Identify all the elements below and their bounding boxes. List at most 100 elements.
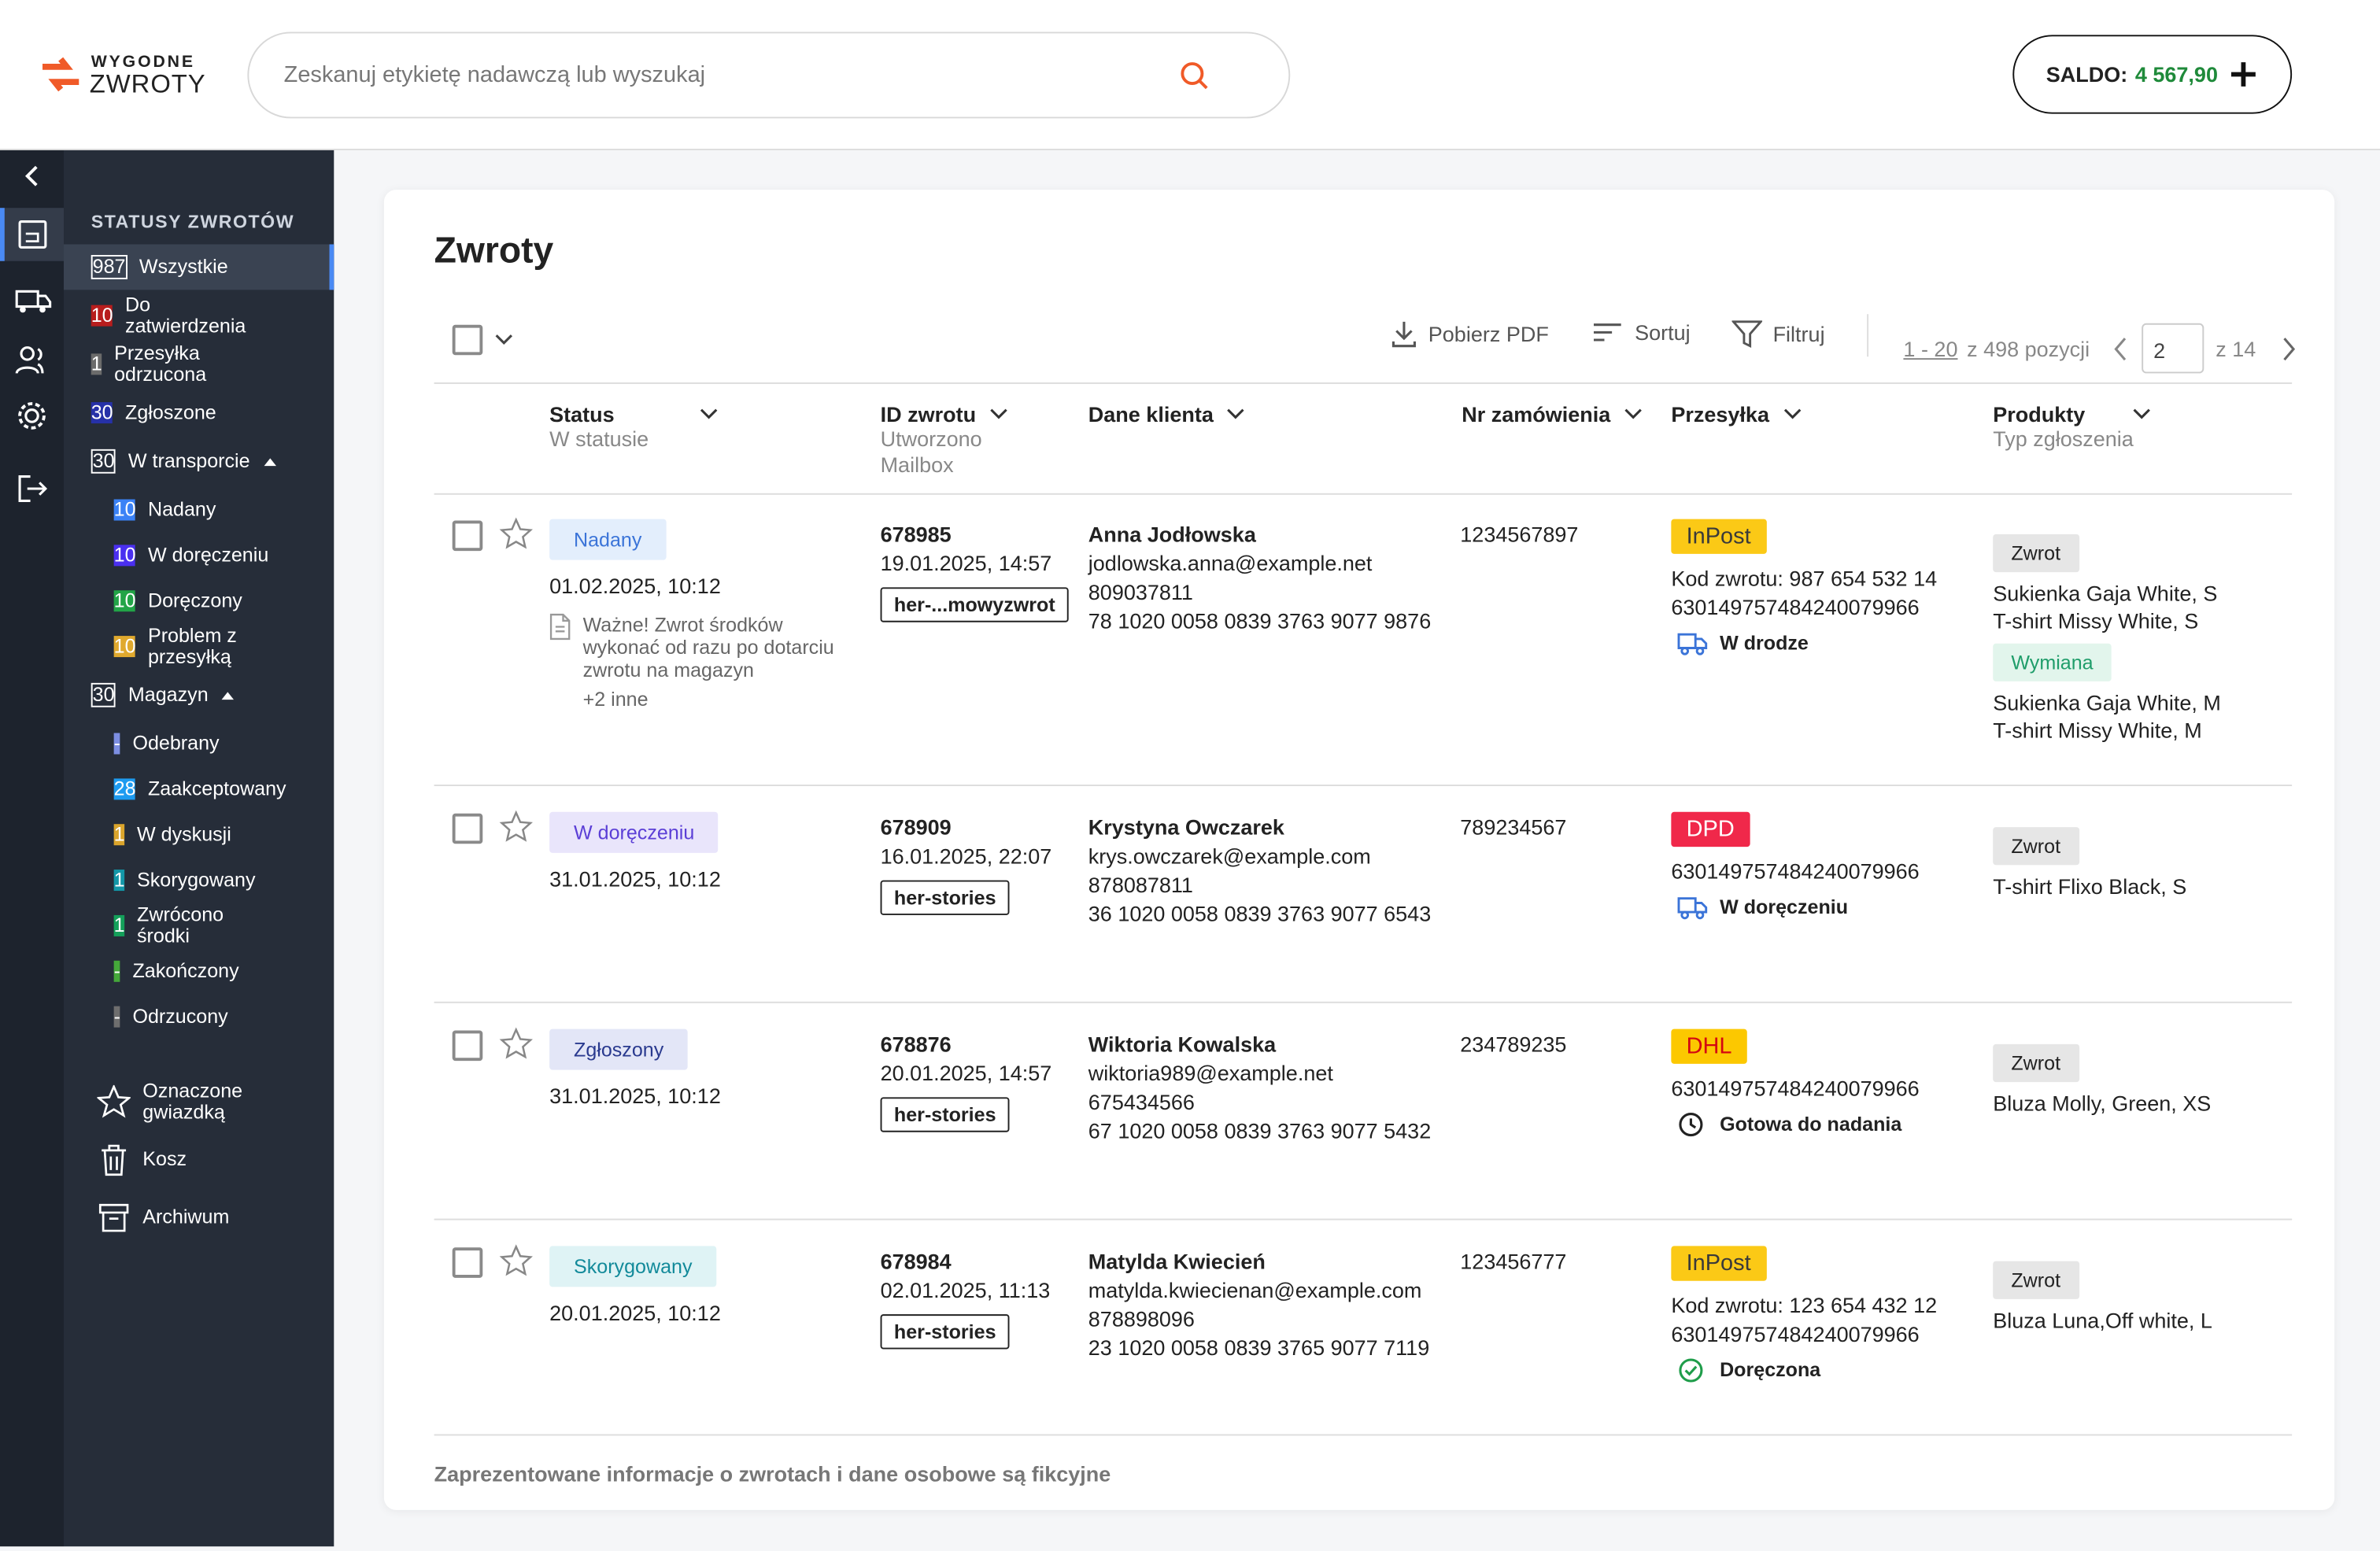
select-menu-chevron[interactable] [493,332,515,347]
mailbox: her-stories [880,1314,1010,1350]
menu-item[interactable]: 30 W transporcie [64,438,334,484]
status-menu: STATUSY ZWROTÓW 987 Wszystkie 10 Do zatwier… [63,150,334,1547]
products-cell: Zwrot Bluza Luna,Off white, L [1993,1261,2212,1335]
column-header[interactable]: Dane klienta [1088,402,1247,427]
search-icon [1181,62,1208,90]
note-more: +2 inne [582,687,649,711]
sort-chevron-svg [2132,408,2150,419]
menu-item[interactable]: 987 Wszystkie [63,244,334,290]
pdf-button[interactable]: Pobierz PDF [1391,320,1549,348]
sort-chevron [1781,407,1802,422]
filter-button[interactable]: Filtruj [1731,319,1825,349]
row-checkbox[interactable] [452,1247,483,1278]
menu-subitem[interactable]: 28 Zaakceptowany [64,766,334,812]
product-item: Bluza Luna,Off white, L [1993,1308,2212,1333]
status-cell: Nadany 01.02.2025, 10:12 Ważne! Zwrot środ… [549,519,837,711]
menu-subitem[interactable]: 1 Skorygowany [64,858,334,903]
column-title: ID zwrotu [881,402,1010,427]
menu-extra: Oznaczone gwiazdką Kosz Archiwum [64,1073,334,1246]
menu-items: 987 Wszystkie 10 Do zatwierdzenia 1 Przesyłka… [63,244,334,1040]
product-type-chip: Zwrot [1993,827,2079,866]
column-title-text: Produkty [1993,402,2086,427]
sort-button[interactable]: Sortuj [1592,320,1691,345]
menu-subitem[interactable]: 1 W dyskusji [64,812,334,858]
menu-link[interactable]: Oznaczone gwiazdką [64,1073,334,1130]
row-checkbox[interactable] [452,520,483,552]
product-type-chip: Zwrot [1993,1261,2079,1299]
row-checkbox[interactable] [452,813,483,844]
status-cell: W doręczeniu 31.01.2025, 10:12 [549,811,837,894]
column-header[interactable]: Nr zamówienia [1462,402,1643,427]
menu-link[interactable]: Kosz [64,1131,334,1188]
return-id: 678909 [880,814,952,840]
count-badge: 28 [113,777,136,800]
next-page[interactable] [2277,334,2301,362]
menu-link[interactable]: Archiwum [64,1188,334,1246]
delivery-icon [1677,1110,1708,1138]
return-code: Kod zwrotu: 123 654 432 12 [1671,1293,1938,1317]
prev-page[interactable] [2108,334,2132,362]
count-badge: 10 [113,543,136,567]
tracking-number: 630149757484240079966 [1671,1321,1920,1346]
menu-subitem[interactable]: - Odebrany [64,721,334,766]
menu-item[interactable]: 30 Magazyn [64,672,334,718]
carrier-chip: DPD [1671,811,1750,848]
status-chip: Zgłoszony [549,1028,689,1070]
product-list: Bluza Luna,Off white, L [1993,1306,2212,1334]
menu-subitem[interactable]: 10 Doręczony [64,578,334,624]
balance-label: SALDO: [2046,62,2128,87]
client-line: 878898096 [1088,1306,1195,1331]
menu-subitem[interactable]: - Zakończony [64,948,334,994]
client-line: 23 1020 0058 0839 3765 9077 7119 [1088,1335,1430,1360]
menu-label: Magazyn [128,682,209,706]
menu-link-icon-svg [97,1084,131,1118]
menu-subitem[interactable]: 1 Zwrócono środki [64,903,334,948]
column-title-text: Dane klienta [1088,402,1214,427]
delivery-text: Doręczona [1720,1358,1821,1381]
menu-label: Odebrany [132,731,220,755]
menu-item[interactable]: 30 Zgłoszone [64,390,334,436]
delivery-text: Gotowa do nadania [1720,1112,1902,1136]
page-input[interactable]: 2 [2141,323,2204,374]
menu-subitem[interactable]: 10 Nadany [64,487,334,533]
column-header[interactable]: Produkty Typ zgłoszenia [1993,402,2152,452]
delivery-status: W doręczeniu [1671,892,1919,921]
balance-button[interactable]: SALDO: 4 567,90 [2012,35,2293,114]
logo-top: WYGODNE [91,53,195,72]
page-title: Zwroty [434,231,554,272]
select-all-checkbox[interactable] [452,324,483,356]
column-header[interactable]: ID zwrotu Utworzono Mailbox [881,402,1010,478]
menu-subitem[interactable]: 10 Problem z przesyłką [64,624,334,670]
count-badge: - [113,958,121,982]
count-badge: 1 [113,868,125,892]
column-title: Status [549,402,719,427]
sort-label: Sortuj [1635,319,1691,345]
menu-subitem[interactable]: 10 W doręczeniu [64,533,334,578]
column-title: Dane klienta [1088,402,1247,427]
menu-item[interactable]: 10 Do zatwierdzenia [64,293,334,338]
column-header[interactable]: Status W statusie [549,402,719,452]
menu-subitem[interactable]: - Odrzucony [64,994,334,1040]
shipment-info: 630149757484240079966 [1671,1074,1919,1103]
menu-label: Zakończony [132,958,239,982]
column-title: Przesyłka [1671,402,1802,427]
sort-chevron [698,407,719,422]
search-box[interactable]: Zeskanuj etykietę nadawczą lub wyszukaj [247,31,1291,119]
page-range[interactable]: 1 - 20 [1903,336,1958,361]
status-chip: W doręczeniu [549,811,719,853]
column-title-text: Przesyłka [1671,402,1769,427]
column-header[interactable]: Przesyłka [1671,402,1802,427]
divider [434,382,2293,384]
note-text: Ważne! Zwrot środków wykonać od razu po … [582,613,834,681]
icon-rail [0,150,64,1547]
menu-item[interactable]: 1 Przesyłka odrzucona [64,342,334,387]
sort-chevron-svg [1228,408,1245,419]
row-checkbox[interactable] [452,1030,483,1062]
filter-label: Filtruj [1772,321,1825,346]
column-subtitle: Mailbox [880,452,954,477]
created-date: 20.01.2025, 14:57 [880,1061,1052,1085]
created-date: 16.01.2025, 22:07 [880,844,1052,869]
count-badge: 10 [113,589,136,612]
menu-label: Oznaczone gwiazdką [142,1079,243,1124]
created-date: 19.01.2025, 14:57 [880,551,1052,575]
